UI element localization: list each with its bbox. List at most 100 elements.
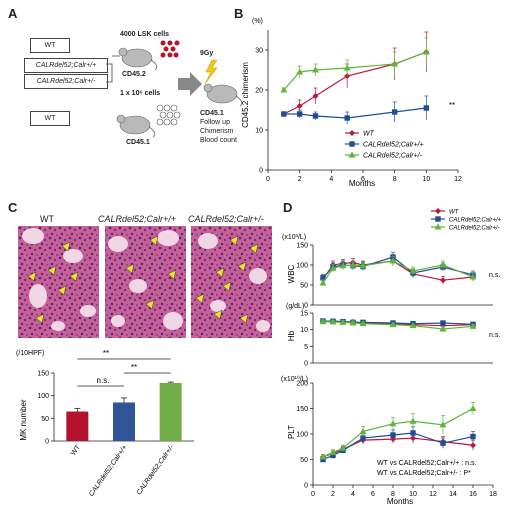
d-wbc-data-point <box>439 261 447 268</box>
d-wbc-legend-marker <box>435 208 441 214</box>
b-data-point <box>296 111 303 117</box>
b-y-tick-label: 20 <box>255 88 263 95</box>
recipient-cd451-label: CD45.1 <box>200 110 224 117</box>
d-plt-x-tick-label: 8 <box>391 491 395 498</box>
b-data-point <box>422 48 430 55</box>
bm-cells-label: 1 x 10⁶ cells <box>120 90 161 97</box>
b-x-tick-label: 0 <box>266 176 270 183</box>
chimerism-xlabel: Months <box>349 179 375 188</box>
d-hb-y-tick-label: 0 <box>304 361 308 368</box>
b-data-point <box>343 64 351 71</box>
b-series-line <box>283 51 427 115</box>
d-plt-x-tick-label: 0 <box>311 491 315 498</box>
b-y-tick-label: 30 <box>255 48 263 55</box>
transplant-arrow-icon <box>178 72 202 96</box>
micrograph-pos <box>105 226 186 338</box>
d-plt-x-tick-label: 4 <box>351 491 355 498</box>
d-plt-data-point <box>319 453 327 460</box>
mk-y-tick-label: 0 <box>45 439 49 446</box>
d-plt-data-point <box>329 448 337 455</box>
b-data-point <box>344 115 350 121</box>
lsk-cells-icon <box>160 40 180 58</box>
d-plt-series-1 <box>320 426 476 463</box>
b-series-2 <box>280 37 430 93</box>
mk-category-label: CALRdel52;Calr+/+ <box>88 444 129 498</box>
d-hb-data-point <box>439 325 447 332</box>
genotype-box-het: CALRdel52;Calr+/- <box>24 74 108 89</box>
d-plt-y-tick-label: 0 <box>304 483 308 490</box>
b-data-point <box>391 109 398 115</box>
d-plt-x-tick-label: 2 <box>331 491 335 498</box>
d-hb-data-point <box>319 318 327 325</box>
d-plt-data-point <box>360 435 366 441</box>
mk-number-chart: (/10HPF) MK number n.s. ** ** 0 50 100 150 W… <box>16 349 194 498</box>
d-wbc-y-tick-label: 0 <box>304 303 308 310</box>
mk-category-label: WT <box>70 444 82 458</box>
micrograph-wt <box>18 226 99 338</box>
plt-stat-line2: WT vs CALRdel52;Calr+/- : P* <box>377 470 471 477</box>
b-data-point <box>312 66 319 73</box>
d-wbc-data-point <box>409 267 417 274</box>
blood-xlabel: Months <box>387 497 413 506</box>
b-y-tick-label: 10 <box>255 128 263 135</box>
blood-count-charts: (x10³/L) WBC n.s. (g/dL) Hb n.s. (x10¹⁰/… <box>281 208 502 506</box>
mk-bar <box>66 411 89 441</box>
b-series-1 <box>281 95 430 124</box>
d-hb-data-point <box>389 321 397 328</box>
wt-box-bottom: WT <box>30 111 70 126</box>
histology-title-wt: WT <box>40 214 54 224</box>
d-wbc-data-point <box>389 257 397 264</box>
lsk-cells-label: 4000 LSK cells <box>120 31 170 38</box>
d-hb-data-point <box>339 318 347 325</box>
wt-box-top: WT <box>30 38 70 53</box>
d-hb-data-point <box>440 320 446 326</box>
plt-ylabel: PLT <box>287 425 296 439</box>
chimerism-significance: ** <box>449 101 455 110</box>
mk-y-tick-label: 150 <box>37 371 49 378</box>
d-plt-data-point <box>439 421 447 428</box>
mk-y-tick-label: 100 <box>37 393 49 400</box>
mk-unit: (/10HPF) <box>16 350 44 357</box>
d-wbc-data-point <box>339 262 347 269</box>
b-legend-marker <box>348 151 356 158</box>
d-hb-y-tick-label: 5 <box>304 344 308 351</box>
b-x-tick-label: 4 <box>329 176 333 183</box>
b-x-tick-label: 10 <box>422 176 430 183</box>
histology-micrographs <box>18 226 272 338</box>
d-wbc-data-point <box>319 279 327 286</box>
d-wbc-data-point <box>320 275 326 281</box>
panel-letter-b: B <box>234 6 244 21</box>
b-data-point <box>423 105 430 111</box>
b-x-tick-label: 2 <box>298 176 302 183</box>
b-x-tick-label: 12 <box>454 176 462 183</box>
d-hb-data-point <box>329 318 337 325</box>
d-plt-data-point <box>470 433 476 440</box>
mk-sig-1: ** <box>103 349 109 358</box>
b-data-point <box>296 68 304 75</box>
schematic-graphics <box>106 40 243 138</box>
wbc-unit: (x10³/L) <box>282 234 306 241</box>
b-data-point <box>280 86 288 93</box>
mk-bar <box>159 382 182 441</box>
b-legend-marker <box>349 141 355 147</box>
micrograph-het <box>191 226 272 338</box>
donor-mouse-icon <box>118 47 158 71</box>
b-legend-label: WT <box>363 131 375 138</box>
histology-title-pos: CALRdel52;Calr+/+ <box>98 214 177 224</box>
b-series-line <box>283 107 427 119</box>
panel-letter-d: D <box>283 200 293 215</box>
d-wbc-legend-label: CALRdel52;Calr+/- <box>449 226 500 232</box>
d-plt-y-tick-label: 100 <box>296 432 308 439</box>
mk-sig-2: ** <box>131 363 137 372</box>
panel-letter-a: A <box>8 6 18 21</box>
histology-title-het: CALRdel52;Calr+/- <box>188 214 264 224</box>
d-wbc-y-tick-label: 100 <box>296 263 308 270</box>
chimerism-unit: (%) <box>252 18 263 25</box>
b-data-point <box>312 93 319 99</box>
d-wbc-series-2 <box>319 255 477 287</box>
mk-bar <box>113 402 135 441</box>
d-plt-data-point <box>330 452 336 459</box>
b-data-point <box>312 113 319 119</box>
d-hb-data-point <box>469 322 477 329</box>
b-data-point <box>296 103 303 109</box>
